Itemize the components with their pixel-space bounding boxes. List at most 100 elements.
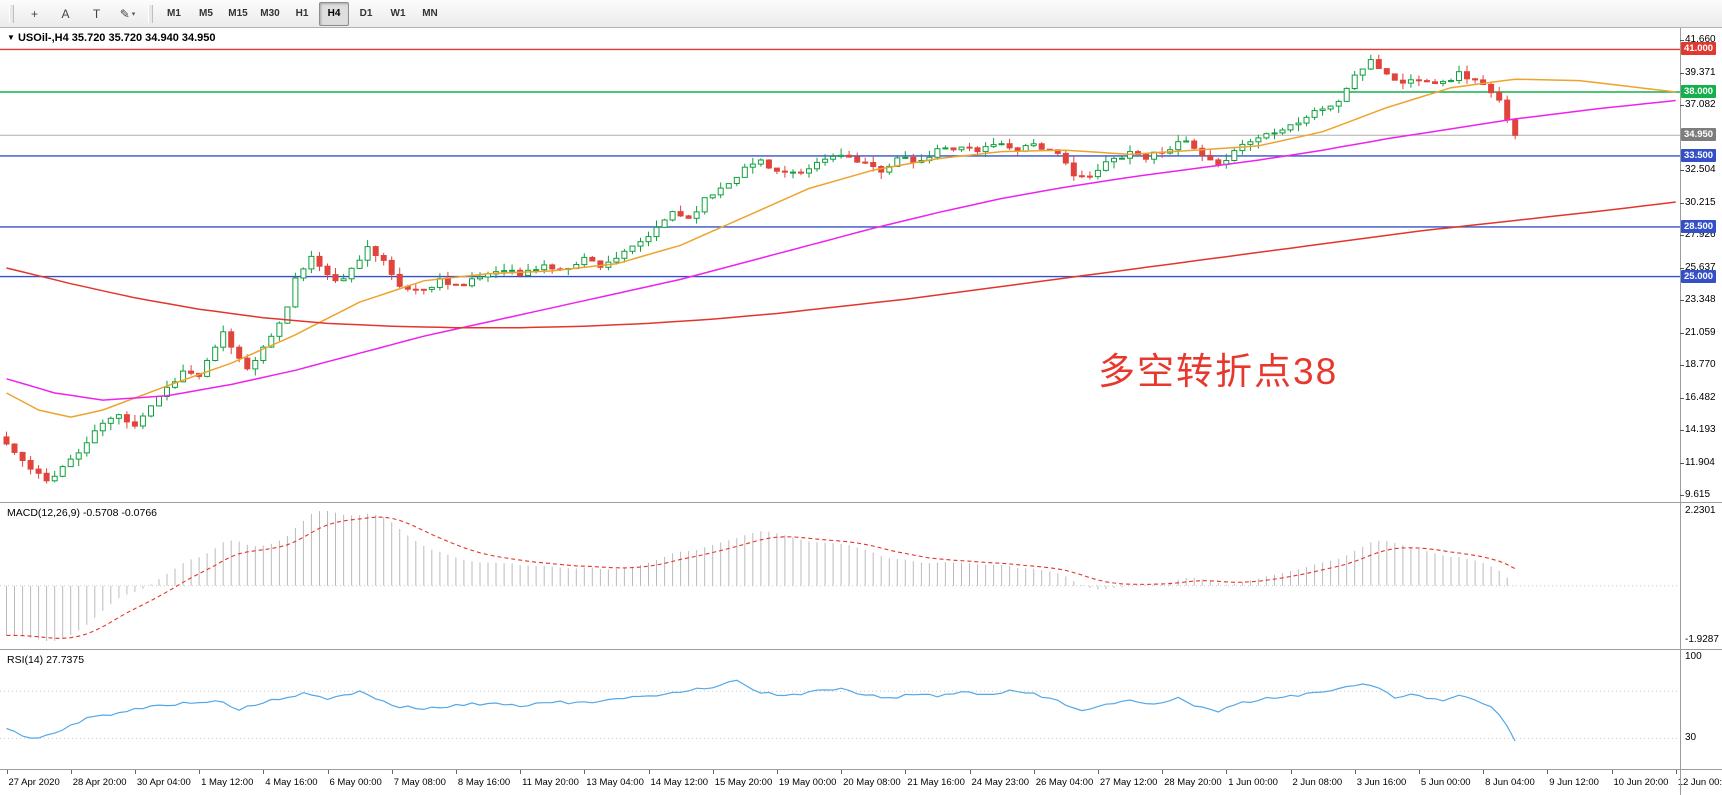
price-level-tag: 25.000	[1681, 269, 1717, 283]
time-tick-mark	[1547, 770, 1549, 774]
rsi-axis[interactable]: 100 30	[1681, 650, 1722, 769]
time-axis-label: 1 Jun 00:00	[1228, 777, 1278, 788]
price-tick-label: 39.371	[1685, 66, 1716, 78]
chart-ohlc-values: 35.720 35.720 34.940 34.950	[71, 32, 216, 44]
time-axis-label: 8 May 16:00	[457, 777, 511, 788]
time-tick-mark	[134, 770, 136, 774]
time-tick-mark	[70, 770, 72, 774]
time-tick-mark	[1162, 770, 1164, 774]
crosshair-icon[interactable]: +	[30, 6, 38, 21]
macd-axis-min: -1.9287	[1685, 634, 1719, 645]
time-axis-label: 10 Jun 20:00	[1613, 777, 1669, 788]
time-axis-label: 8 Jun 04:00	[1485, 777, 1535, 788]
time-tick-mark	[841, 770, 843, 774]
time-axis-label: 4 May 16:00	[265, 777, 318, 788]
time-tick-mark	[969, 770, 971, 774]
price-tick-label: 16.482	[1685, 391, 1716, 403]
timeframe-H1-button[interactable]: H1	[295, 8, 309, 19]
rsi-panel-canvas[interactable]	[0, 650, 1680, 769]
time-axis-label: 28 Apr 20:00	[72, 777, 127, 788]
time-axis-label: 3 Jun 16:00	[1356, 777, 1407, 788]
time-tick-mark	[455, 770, 457, 774]
time-axis-label: 7 May 08:00	[393, 777, 446, 788]
text-label-icon[interactable]: A	[61, 6, 70, 21]
time-tick-mark	[199, 770, 201, 774]
toolbar-grip[interactable]	[9, 4, 14, 23]
time-tick-mark	[712, 770, 714, 774]
toolbar: + A T ✎ ▾ M1 M5 M15 M30 H1 H4 D1 W1 MN	[0, 0, 1722, 28]
price-tick-mark	[1680, 40, 1684, 41]
time-axis-label: 6 May 00:00	[329, 777, 382, 788]
time-tick-mark	[1675, 770, 1677, 774]
price-tick-label: 9.615	[1685, 489, 1711, 500]
toolbar-grip[interactable]	[148, 4, 153, 23]
timeframe-M1-button[interactable]: M1	[167, 8, 181, 19]
line-studies-toolbar: + A T ✎ ▾	[19, 2, 143, 26]
time-axis-label: 19 May 00:00	[778, 777, 837, 788]
price-tick-mark	[1680, 300, 1684, 301]
time-tick-mark	[520, 770, 522, 774]
time-tick-mark	[1354, 770, 1356, 774]
time-axis-label: 13 May 04:00	[586, 777, 644, 788]
price-tick-mark	[1680, 462, 1684, 464]
timeframe-W1-button[interactable]: W1	[390, 8, 406, 19]
price-tick-label: 18.770	[1685, 359, 1716, 370]
time-axis[interactable]: 27 Apr 2020 28 Apr 20:00 30 Apr 04:00 1 May…	[0, 770, 1722, 795]
macd-values: -0.5708 -0.0766	[82, 507, 158, 519]
time-tick-mark	[1226, 770, 1228, 774]
macd-panel-canvas[interactable]	[0, 503, 1680, 649]
macd-axis[interactable]: 2.2301 -1.9287	[1681, 503, 1722, 649]
time-axis-label: 11 May 20:00	[522, 777, 579, 788]
price-level-tag: 28.500	[1681, 219, 1717, 233]
price-tick-mark	[1680, 397, 1684, 399]
timeframe-MN-button[interactable]: MN	[422, 8, 438, 19]
price-tick-label: 23.348	[1685, 294, 1716, 305]
price-tick-mark	[1680, 202, 1684, 204]
drawing-tools-icon[interactable]: ✎ ▾	[119, 6, 136, 21]
time-axis-label: 30 Apr 04:00	[136, 777, 191, 788]
time-tick-mark	[1097, 770, 1099, 774]
timeframe-M5-button[interactable]: M5	[199, 8, 213, 19]
symbol-marker-icon: ▼	[7, 33, 15, 42]
time-axis-label: 15 May 20:00	[714, 777, 773, 788]
price-tick-mark	[1680, 235, 1684, 236]
time-axis-label: 14 May 12:00	[650, 777, 709, 788]
time-tick-mark	[905, 770, 907, 774]
price-tick-mark	[1680, 332, 1684, 334]
time-tick-mark	[327, 770, 329, 774]
text-box-icon[interactable]: T	[92, 6, 101, 21]
chart-title: ▼ USOil-,H4 35.720 35.720 34.940 34.950	[7, 32, 216, 44]
macd-name: MACD(12,26,9)	[7, 507, 80, 519]
price-tick-label: 27.926	[1685, 229, 1716, 240]
macd-axis-max: 2.2301	[1685, 505, 1716, 516]
time-axis-label: 12 Jun 00:00	[1677, 777, 1722, 788]
price-tick-mark	[1680, 170, 1684, 171]
price-tick-label: 21.059	[1685, 326, 1716, 338]
timeframe-D1-button[interactable]: D1	[359, 8, 373, 19]
main-chart-canvas[interactable]	[0, 28, 1680, 502]
timeframe-M15-button[interactable]: M15	[228, 8, 248, 19]
time-tick-mark	[776, 770, 778, 774]
time-tick-mark	[391, 770, 393, 774]
timeframe-M30-button[interactable]: M30	[260, 8, 280, 19]
price-tick-label: 11.904	[1685, 456, 1715, 468]
panel-separator[interactable]	[0, 769, 1722, 770]
time-axis-label: 5 Jun 00:00	[1420, 777, 1471, 788]
price-level-tag: 34.950	[1681, 128, 1717, 142]
price-tick-label: 37.082	[1685, 99, 1716, 110]
panel-separator[interactable]	[0, 649, 1722, 650]
time-axis-label: 21 May 16:00	[907, 777, 965, 788]
chart-annotation-text[interactable]: 多空转折点38	[1098, 351, 1339, 392]
rsi-name: RSI(14)	[7, 654, 44, 666]
price-axis[interactable]: 41.660 39.371 37.082 32.504 30.215 27.926 25.6…	[1680, 28, 1722, 502]
price-tick-label: 25.637	[1685, 261, 1716, 273]
rsi-label: RSI(14) 27.7375	[7, 654, 84, 666]
rsi-axis-30: 30	[1685, 732, 1697, 743]
panel-separator[interactable]	[0, 502, 1722, 503]
price-tick-label: 32.504	[1685, 164, 1716, 175]
price-tick-label: 14.193	[1685, 424, 1716, 435]
price-level-tag: 38.000	[1681, 85, 1717, 98]
price-tick-mark	[1680, 430, 1684, 431]
timeframe-H4-button[interactable]: H4	[319, 1, 349, 26]
